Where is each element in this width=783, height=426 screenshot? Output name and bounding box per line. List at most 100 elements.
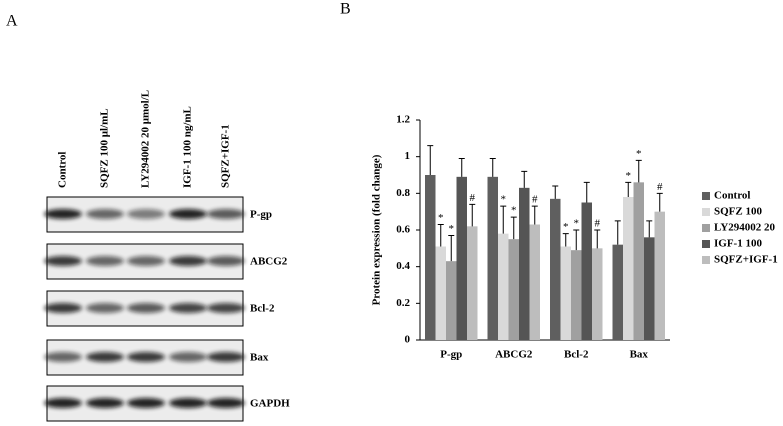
error-bar (583, 181, 590, 203)
x-tick-label: P-gp (440, 349, 462, 361)
error-bar (510, 216, 517, 240)
blot-band (44, 398, 82, 408)
blot-band (127, 303, 165, 313)
bar (519, 187, 530, 340)
blot-band (86, 398, 124, 408)
panel-label: A (6, 13, 18, 30)
y-tick-label: 0.2 (396, 297, 410, 309)
significance-mark: * (626, 170, 632, 182)
blot-band (169, 209, 207, 219)
significance-mark: * (511, 205, 517, 217)
y-tick-label: 1.2 (396, 114, 410, 126)
error-bar (437, 224, 444, 247)
bar (467, 226, 478, 340)
bar (425, 175, 436, 340)
error-bar (521, 170, 528, 188)
blot-band (169, 398, 207, 408)
error-bar (469, 203, 476, 227)
bar (456, 176, 467, 340)
protein-label: P-gp (250, 209, 272, 221)
legend-label: IGF-1 100 (714, 238, 762, 250)
significance-mark: * (574, 218, 580, 230)
error-bar (458, 158, 465, 177)
bar (612, 244, 623, 340)
bar (498, 233, 509, 340)
significance-mark: # (595, 218, 601, 230)
significance-mark: # (470, 192, 476, 204)
legend-swatch (702, 224, 710, 232)
bar (550, 198, 561, 340)
error-bar (489, 158, 496, 177)
lane-label: SQFZ 100 μl/mL (99, 108, 111, 188)
error-bar (427, 145, 434, 175)
blot-band (86, 303, 124, 313)
blot-band (44, 256, 82, 266)
blot-band (44, 303, 82, 313)
bar (529, 224, 540, 340)
error-bar (594, 229, 601, 249)
y-axis-label: Protein expression (fold change) (371, 154, 383, 305)
significance-mark: * (563, 221, 569, 233)
bar (623, 197, 634, 340)
blot-band (127, 352, 165, 362)
lane-label: LY294002 20 μmol/L (140, 90, 152, 188)
error-bar (500, 205, 507, 234)
error-bar (656, 192, 663, 212)
blot-band (44, 209, 82, 219)
blot-band (44, 352, 82, 362)
legend-label: SQFZ+IGF-1 (714, 254, 778, 266)
blot-band (207, 256, 245, 266)
legend-label: LY294002 20 (714, 222, 776, 234)
lane-label: IGF-1 100 ng/mL (182, 106, 194, 188)
lane-label: Control (57, 152, 69, 188)
bar (571, 250, 582, 340)
protein-label: Bcl-2 (250, 303, 275, 315)
bar (581, 202, 592, 340)
legend-swatch (702, 192, 710, 200)
protein-label: Bax (250, 352, 269, 364)
blot-band (169, 256, 207, 266)
error-bar (635, 159, 642, 183)
x-tick-label: Bcl-2 (564, 349, 589, 361)
significance-mark: * (501, 194, 507, 206)
legend-swatch (702, 208, 710, 216)
error-bar (448, 235, 455, 262)
blot-band (207, 303, 245, 313)
bar (633, 182, 644, 340)
blot-band (127, 256, 165, 266)
error-bar (552, 185, 559, 199)
lane-label: SQFZ+IGF-1 (220, 124, 232, 188)
blot-band (127, 398, 165, 408)
bar (592, 248, 603, 340)
significance-mark: # (657, 181, 663, 193)
blot-band (86, 352, 124, 362)
bar (435, 246, 446, 340)
y-tick-label: 0.8 (396, 187, 410, 199)
blot-band (207, 398, 245, 408)
legend-swatch (702, 240, 710, 248)
error-bar (562, 233, 569, 247)
legend-label: Control (714, 190, 750, 202)
bar (508, 239, 519, 340)
y-tick-label: 1 (405, 150, 411, 162)
blot-band (207, 352, 245, 362)
bar (654, 211, 665, 340)
error-bar (531, 205, 538, 225)
y-tick-label: 0 (405, 334, 411, 346)
blot-band (86, 256, 124, 266)
panel-label: B (340, 1, 351, 18)
error-bar (573, 229, 580, 251)
legend-label: SQFZ 100 (714, 206, 762, 218)
blot-band (127, 209, 165, 219)
protein-label: GAPDH (250, 398, 290, 410)
legend-swatch (702, 256, 710, 264)
y-tick-label: 0.4 (396, 260, 410, 272)
blot-band (169, 352, 207, 362)
error-bar (614, 220, 621, 245)
error-bar (646, 220, 653, 238)
bar (446, 261, 457, 340)
significance-mark: * (438, 212, 444, 224)
significance-mark: * (449, 223, 455, 235)
bar (487, 176, 498, 340)
